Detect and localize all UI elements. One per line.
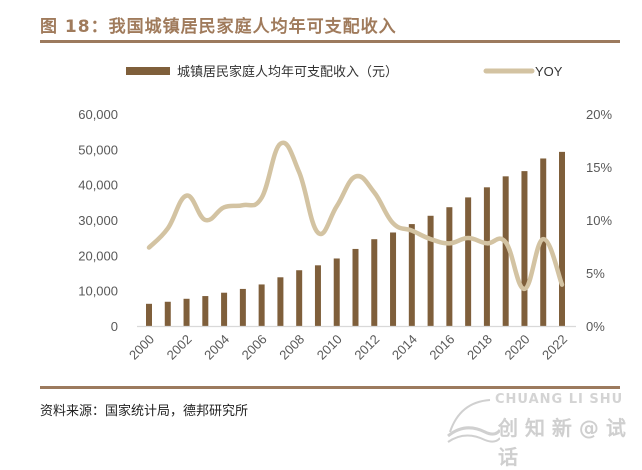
x-axis-tick-label: 2006 <box>239 332 270 363</box>
right-axis-tick-label: 0% <box>586 319 605 334</box>
x-axis-tick-label: 2018 <box>464 332 495 363</box>
bar-2000 <box>146 303 152 326</box>
x-axis-tick-label: 2016 <box>426 332 457 363</box>
bar-2018 <box>483 187 490 326</box>
bar-2008 <box>296 270 303 326</box>
chart-svg: 城镇居民家庭人均年可支配收入（元） YOY 0 10,000 20,000 30,000 4… <box>78 64 612 363</box>
footer-divider <box>40 386 620 389</box>
title-divider <box>40 40 620 43</box>
watermark-text-en: CHUANG LI SHU <box>495 392 624 407</box>
left-axis-tick-label: 40,000 <box>78 178 118 193</box>
bar-2016 <box>446 207 453 326</box>
right-axis-tick-label: 15% <box>586 160 612 175</box>
left-axis-tick-label: 20,000 <box>78 248 118 263</box>
bar-2004 <box>221 292 228 326</box>
left-axis-tick-label: 50,000 <box>78 142 118 157</box>
x-axis-tick-label: 2004 <box>201 332 232 363</box>
bar-2011 <box>352 248 359 326</box>
bar-2010 <box>333 258 340 326</box>
legend-swatch-bar <box>126 67 170 75</box>
legend-label-bar: 城镇居民家庭人均年可支配收入（元） <box>177 64 398 80</box>
bar-2012 <box>371 239 378 326</box>
left-axis-tick-label: 60,000 <box>78 107 118 122</box>
bar-2015 <box>427 215 434 326</box>
bar-2022 <box>559 151 565 326</box>
x-axis-tick-label: 2000 <box>126 332 157 363</box>
bar-2009 <box>314 265 321 326</box>
x-axis-tick-label: 2012 <box>351 332 382 363</box>
left-axis-tick-label: 10,000 <box>78 284 118 299</box>
right-axis-tick-label: 10% <box>586 213 612 228</box>
bar-2019 <box>502 176 509 326</box>
watermark-text-cn: 创 知 新 @ 试 话 <box>498 416 626 469</box>
yoy-line <box>146 140 565 292</box>
source-note: 资料来源：国家统计局，德邦研究所 <box>40 404 249 419</box>
left-axis-tick-label: 0 <box>111 319 118 334</box>
x-axis-tick-label: 2010 <box>314 332 345 363</box>
bar-2003 <box>202 296 209 326</box>
bar-2021 <box>540 158 547 326</box>
bar-2007 <box>277 277 284 326</box>
x-axis-tick-label: 2020 <box>502 332 533 363</box>
bar-2002 <box>183 298 190 326</box>
bar-2005 <box>239 288 246 326</box>
wave-logo-icon <box>447 399 500 443</box>
bar-2017 <box>465 197 472 326</box>
right-axis-tick-label: 5% <box>586 266 605 281</box>
legend-label-line: YOY <box>535 64 563 79</box>
x-axis-tick-label: 2014 <box>389 332 420 363</box>
chart-title: 图 18：我国城镇居民家庭人均年可支配收入 <box>40 17 397 37</box>
bar-2006 <box>258 284 265 326</box>
bar-2020 <box>521 171 528 326</box>
bar-2013 <box>390 232 397 326</box>
x-axis-tick-label: 2022 <box>539 332 570 363</box>
left-axis-tick-label: 30,000 <box>78 213 118 228</box>
watermark-logo: CHUANG LI SHU 创 知 新 @ 试 话 <box>440 392 640 469</box>
right-axis-tick-label: 20% <box>586 107 612 122</box>
bar-2001 <box>164 301 171 326</box>
x-axis-tick-label: 2002 <box>164 332 195 363</box>
bar-2014 <box>408 224 415 326</box>
x-axis-tick-label: 2008 <box>276 332 307 363</box>
